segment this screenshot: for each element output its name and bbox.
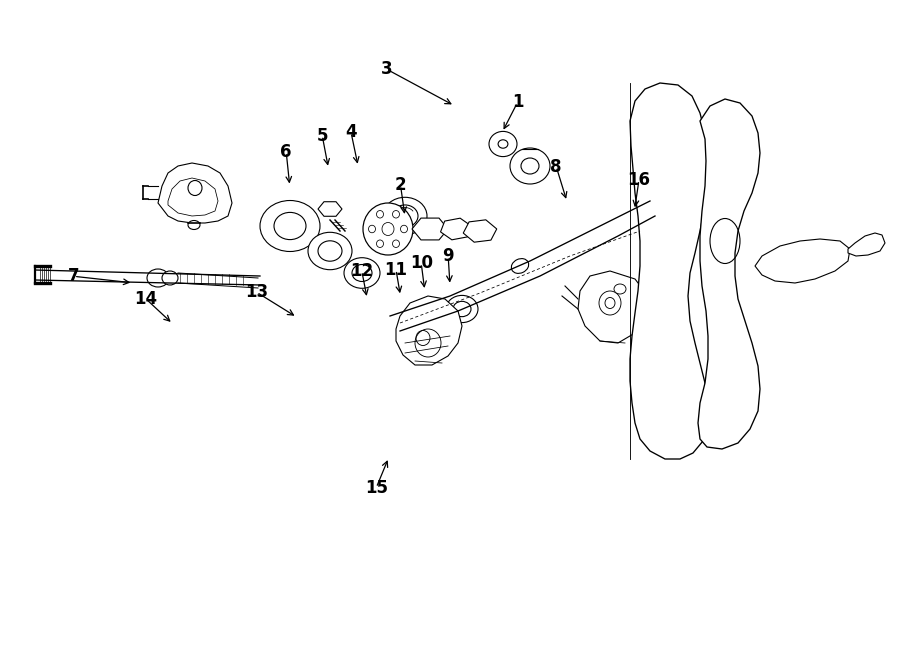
Text: 11: 11 xyxy=(384,260,408,279)
Text: 5: 5 xyxy=(317,126,328,145)
Text: 14: 14 xyxy=(134,290,158,308)
Text: 10: 10 xyxy=(410,254,433,272)
Ellipse shape xyxy=(308,232,352,270)
Polygon shape xyxy=(158,163,232,223)
Text: 12: 12 xyxy=(350,262,374,280)
Text: 7: 7 xyxy=(68,267,79,286)
Polygon shape xyxy=(168,178,218,216)
Ellipse shape xyxy=(510,148,550,184)
Ellipse shape xyxy=(188,180,202,196)
Ellipse shape xyxy=(383,197,427,235)
Text: 15: 15 xyxy=(364,479,388,497)
Polygon shape xyxy=(464,220,497,242)
Ellipse shape xyxy=(363,203,413,255)
Ellipse shape xyxy=(162,271,178,285)
Ellipse shape xyxy=(147,269,169,287)
Text: 6: 6 xyxy=(281,143,292,161)
Polygon shape xyxy=(630,83,708,459)
Polygon shape xyxy=(698,99,760,449)
Text: 1: 1 xyxy=(512,93,523,112)
Polygon shape xyxy=(755,239,850,283)
Polygon shape xyxy=(848,233,885,256)
Ellipse shape xyxy=(511,258,528,274)
Ellipse shape xyxy=(344,258,380,288)
Polygon shape xyxy=(412,218,448,240)
Ellipse shape xyxy=(446,295,478,323)
Polygon shape xyxy=(396,296,462,365)
Text: 13: 13 xyxy=(245,283,268,301)
Polygon shape xyxy=(440,218,472,240)
Text: 3: 3 xyxy=(382,60,392,79)
Text: 2: 2 xyxy=(395,176,406,194)
Ellipse shape xyxy=(188,221,200,229)
Ellipse shape xyxy=(260,200,320,251)
Ellipse shape xyxy=(489,132,517,157)
Polygon shape xyxy=(578,271,648,343)
Text: 16: 16 xyxy=(627,171,651,189)
Polygon shape xyxy=(318,202,342,216)
Text: 4: 4 xyxy=(346,123,356,141)
Text: 9: 9 xyxy=(443,247,454,266)
Text: 8: 8 xyxy=(551,157,562,176)
Ellipse shape xyxy=(614,284,626,294)
